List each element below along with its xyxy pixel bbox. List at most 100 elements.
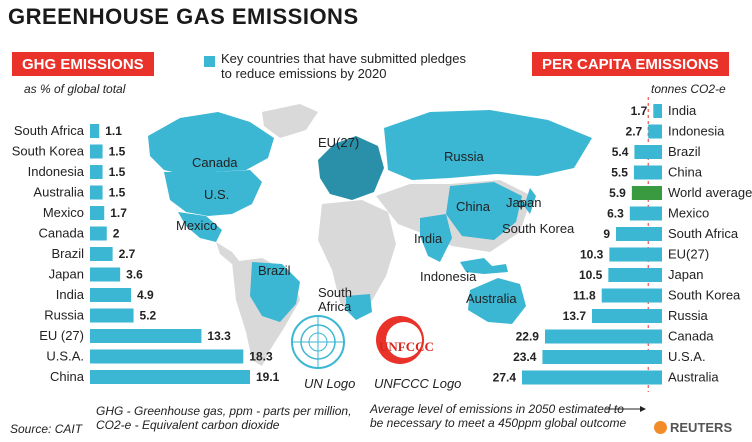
unfccc-logo-caption: UNFCCC Logo bbox=[374, 376, 462, 391]
ghg-value-label-russia: 5.2 bbox=[140, 309, 157, 323]
per-capita-bar-mexico bbox=[629, 206, 662, 221]
per-capita-badge: PER CAPITA EMISSIONS bbox=[532, 52, 729, 76]
per-capita-bar-australia bbox=[522, 370, 662, 385]
per-capita-value-label-u-s-a: 23.4 bbox=[513, 350, 537, 364]
ghg-category-label-eu-27: EU (27) bbox=[39, 328, 84, 343]
per-capita-bar-india bbox=[653, 104, 662, 118]
per-capita-bar-south-africa bbox=[616, 227, 662, 241]
per-capita-category-label-world-average: World average bbox=[668, 185, 752, 200]
map-country-japan bbox=[524, 188, 536, 214]
map-label-canada: Canada bbox=[192, 155, 238, 170]
per-capita-bar-indonesia bbox=[648, 124, 662, 139]
ghg-category-label-russia: Russia bbox=[44, 308, 85, 323]
per-capita-bar-brazil bbox=[634, 145, 662, 159]
unfccc-logo-text: UNFCCC bbox=[379, 339, 434, 354]
per-capita-bar-south-korea bbox=[601, 288, 662, 303]
per-capita-value-label-india: 1.7 bbox=[631, 104, 648, 118]
source-note: Source: CAIT bbox=[10, 422, 83, 436]
per-capita-bar-world-average bbox=[631, 186, 662, 200]
ghg-bar-south-korea bbox=[90, 144, 103, 159]
map-label-india: India bbox=[414, 231, 443, 246]
per-capita-bar-china bbox=[633, 165, 662, 180]
ghg-bar-mexico bbox=[90, 206, 105, 220]
un-logo bbox=[291, 315, 345, 369]
per-capita-emissions-chart: 1.7 India 2.7 Indonesia 5.4 Brazil 5.5 China 5.9… bbox=[493, 103, 752, 385]
per-capita-category-label-south-africa: South Africa bbox=[668, 226, 739, 241]
map-land-greenland bbox=[262, 104, 318, 138]
page-title: GREENHOUSE GAS EMISSIONS bbox=[8, 4, 359, 29]
map-country-china bbox=[446, 182, 522, 240]
map-country-russia bbox=[384, 110, 592, 180]
ghg-category-label-south-korea: South Korea bbox=[12, 144, 85, 159]
map-label-australia: Australia bbox=[466, 291, 517, 306]
map-country-us bbox=[164, 170, 262, 216]
per-capita-category-label-indonesia: Indonesia bbox=[668, 124, 725, 139]
map-country-eu bbox=[318, 136, 384, 200]
ghg-value-label-japan: 3.6 bbox=[126, 268, 143, 282]
legend-swatch bbox=[204, 56, 215, 67]
ghg-value-label-u-s-a: 18.3 bbox=[249, 350, 273, 364]
world-map bbox=[148, 97, 649, 412]
ghg-value-label-south-korea: 1.5 bbox=[109, 145, 126, 159]
un-logo-caption: UN Logo bbox=[304, 376, 356, 391]
map-label-brazil: Brazil bbox=[258, 263, 291, 278]
ghg-emissions-chart: South Africa 1.1 South Korea 1.5 Indonesia 1.… bbox=[12, 123, 280, 384]
ghg-bar-south-africa bbox=[90, 124, 100, 138]
per-capita-value-label-south-korea: 11.8 bbox=[573, 289, 596, 303]
ghg-value-label-eu-27: 13.3 bbox=[207, 329, 231, 343]
average-note-arrowhead bbox=[640, 406, 646, 412]
ghg-value-label-south-africa: 1.1 bbox=[105, 124, 122, 138]
ghg-bar-russia bbox=[90, 308, 134, 323]
unfccc-logo bbox=[376, 316, 424, 364]
ghg-value-label-canada: 2 bbox=[113, 227, 120, 241]
ghg-bar-eu-27 bbox=[90, 329, 202, 343]
per-capita-category-label-mexico: Mexico bbox=[668, 206, 709, 221]
per-capita-bar-japan bbox=[608, 268, 662, 282]
map-country-india bbox=[420, 214, 452, 262]
per-capita-value-label-australia: 27.4 bbox=[493, 371, 517, 385]
ghg-badge: GHG EMISSIONS bbox=[12, 52, 154, 76]
ghg-category-label-india: India bbox=[56, 287, 85, 302]
per-capita-value-label-indonesia: 2.7 bbox=[626, 125, 643, 139]
ghg-category-label-indonesia: Indonesia bbox=[28, 164, 85, 179]
per-capita-value-label-russia: 13.7 bbox=[563, 309, 587, 323]
ghg-value-label-indonesia: 1.5 bbox=[109, 165, 126, 179]
map-land-central-america bbox=[216, 242, 240, 264]
per-capita-category-label-russia: Russia bbox=[668, 308, 709, 323]
footnote: GHG - Greenhouse gas, ppm - parts per mi… bbox=[96, 404, 352, 432]
ghg-category-label-u-s-a: U.S.A. bbox=[46, 349, 84, 364]
map-country-australia bbox=[468, 278, 526, 324]
per-capita-value-label-canada: 22.9 bbox=[516, 330, 540, 344]
per-capita-bar-canada bbox=[544, 329, 662, 344]
per-capita-category-label-china: China bbox=[668, 165, 703, 180]
map-country-south-africa bbox=[346, 294, 372, 320]
ghg-value-label-australia: 1.5 bbox=[109, 186, 126, 200]
per-capita-category-label-canada: Canada bbox=[668, 329, 714, 344]
ghg-value-label-india: 4.9 bbox=[137, 288, 154, 302]
map-label-south-korea: South Korea bbox=[502, 221, 575, 236]
map-label-russia: Russia bbox=[444, 149, 484, 164]
ghg-bar-canada bbox=[90, 226, 107, 241]
legend-text: Key countries that have submitted pledge… bbox=[221, 51, 466, 81]
ghg-bar-indonesia bbox=[90, 165, 103, 179]
ghg-bar-u-s-a bbox=[90, 349, 244, 364]
map-label-indonesia: Indonesia bbox=[420, 269, 477, 284]
map-country-brazil bbox=[250, 262, 300, 322]
per-capita-category-label-india: India bbox=[668, 103, 697, 118]
ghg-category-label-china: China bbox=[50, 369, 85, 384]
per-capita-value-label-china: 5.5 bbox=[611, 166, 628, 180]
per-capita-value-label-japan: 10.5 bbox=[579, 268, 603, 282]
map-label-china: China bbox=[456, 199, 490, 214]
ghg-category-label-south-africa: South Africa bbox=[14, 123, 85, 138]
ghg-category-label-canada: Canada bbox=[38, 226, 84, 241]
reuters-logo-icon bbox=[654, 421, 667, 434]
map-land-africa bbox=[318, 200, 396, 318]
per-capita-category-label-eu-27: EU(27) bbox=[668, 247, 709, 262]
map-label-mexico: Mexico bbox=[176, 218, 218, 233]
per-capita-bar-u-s-a bbox=[542, 350, 662, 364]
per-capita-value-label-mexico: 6.3 bbox=[607, 207, 624, 221]
per-capita-category-label-u-s-a: U.S.A. bbox=[668, 349, 706, 364]
per-capita-category-label-japan: Japan bbox=[668, 267, 703, 282]
ghg-category-label-brazil: Brazil bbox=[51, 246, 84, 261]
